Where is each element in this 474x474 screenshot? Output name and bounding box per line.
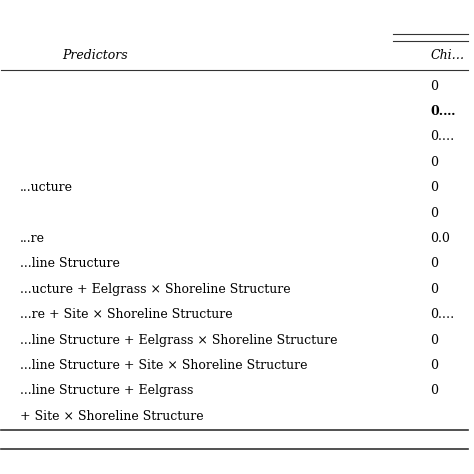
Text: ...ucture: ...ucture xyxy=(20,181,73,194)
Text: 0: 0 xyxy=(430,334,438,346)
Text: Predictors: Predictors xyxy=(62,49,128,62)
Text: 0.0: 0.0 xyxy=(430,232,450,245)
Text: ...re: ...re xyxy=(20,232,45,245)
Text: ...line Structure + Site × Shoreline Structure: ...line Structure + Site × Shoreline Str… xyxy=(20,359,308,372)
Text: 0: 0 xyxy=(430,181,438,194)
Text: + Site × Shoreline Structure: + Site × Shoreline Structure xyxy=(20,410,204,423)
Text: 0: 0 xyxy=(430,283,438,296)
Text: ...re + Site × Shoreline Structure: ...re + Site × Shoreline Structure xyxy=(20,308,233,321)
Text: ...ucture + Eelgrass × Shoreline Structure: ...ucture + Eelgrass × Shoreline Structu… xyxy=(20,283,291,296)
Text: 0.…: 0.… xyxy=(430,105,456,118)
Text: 0.…: 0.… xyxy=(430,130,455,143)
Text: 0: 0 xyxy=(430,384,438,398)
Text: 0: 0 xyxy=(430,80,438,92)
Text: 0: 0 xyxy=(430,207,438,219)
Text: 0: 0 xyxy=(430,156,438,169)
Text: ...line Structure: ...line Structure xyxy=(20,257,120,271)
Text: Chi…: Chi… xyxy=(430,49,465,62)
Text: 0: 0 xyxy=(430,257,438,271)
Text: ...line Structure + Eelgrass: ...line Structure + Eelgrass xyxy=(20,384,193,398)
Text: 0: 0 xyxy=(430,359,438,372)
Text: ...line Structure + Eelgrass × Shoreline Structure: ...line Structure + Eelgrass × Shoreline… xyxy=(20,334,337,346)
Text: 0.…: 0.… xyxy=(430,308,455,321)
